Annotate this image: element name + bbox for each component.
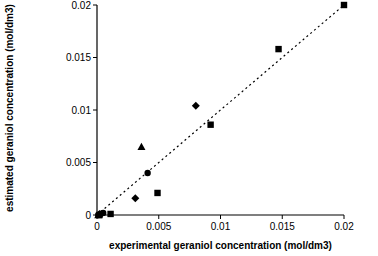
x-tick xyxy=(220,215,221,219)
point xyxy=(144,170,150,176)
x-tick xyxy=(158,215,159,219)
x-axis-label: experimental geraniol concentration (mol… xyxy=(109,240,332,251)
y-tick xyxy=(93,5,97,6)
x-tick-label: 0.005 xyxy=(146,221,171,232)
y-tick xyxy=(93,162,97,163)
x-tick xyxy=(344,215,345,219)
point xyxy=(192,102,200,110)
y-tick xyxy=(93,57,97,58)
point xyxy=(207,122,213,128)
x-tick xyxy=(282,215,283,219)
y-tick-label: 0 xyxy=(85,210,91,221)
fit-line xyxy=(97,5,344,215)
y-tick-label: 0.02 xyxy=(72,0,92,11)
x-tick-label: 0.02 xyxy=(334,221,354,232)
x-tick-label: 0.015 xyxy=(270,221,295,232)
point xyxy=(275,46,281,52)
point xyxy=(107,211,113,217)
plot-area xyxy=(94,2,347,218)
y-axis-label: estimated geraniol concentration (mol/dm… xyxy=(4,4,15,212)
chart: 00.0050.010.0150.0200.0050.010.0150.02ex… xyxy=(0,0,378,256)
point xyxy=(341,2,347,8)
y-tick xyxy=(93,110,97,111)
point xyxy=(154,190,160,196)
y-tick-label: 0.01 xyxy=(72,105,92,116)
x-tick-label: 0.01 xyxy=(211,221,231,232)
point xyxy=(131,194,139,202)
y-tick-label: 0.015 xyxy=(66,52,91,63)
point xyxy=(137,143,145,150)
y-tick-label: 0.005 xyxy=(66,157,91,168)
point xyxy=(94,211,102,218)
x-tick-label: 0 xyxy=(94,221,100,232)
